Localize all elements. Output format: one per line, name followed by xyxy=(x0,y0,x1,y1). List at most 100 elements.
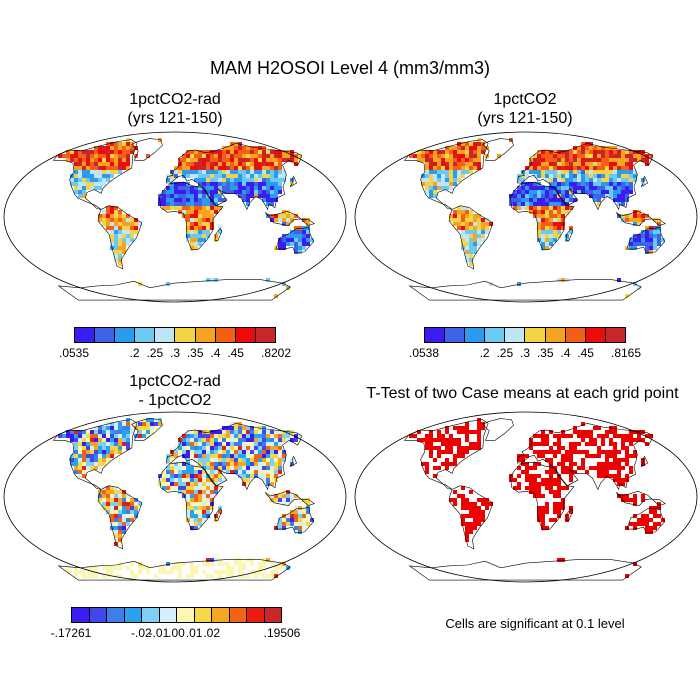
map-cell xyxy=(553,202,557,206)
map-cell xyxy=(114,206,118,210)
map-cell xyxy=(194,450,198,454)
map-cell xyxy=(465,258,469,262)
map-cell xyxy=(262,190,266,194)
map-cell xyxy=(74,466,78,470)
map-cell xyxy=(282,178,286,182)
map-cell xyxy=(437,150,441,154)
map-cell xyxy=(445,446,449,450)
map-cell xyxy=(429,158,433,162)
map-cell xyxy=(190,570,194,574)
map-cell xyxy=(621,158,625,162)
map-cell xyxy=(242,162,246,166)
map-cell xyxy=(98,466,102,470)
map-cell xyxy=(585,182,589,186)
map-panel-ttest xyxy=(354,411,698,583)
map-cell xyxy=(565,518,569,522)
map-cell xyxy=(609,178,613,182)
map-cell xyxy=(198,202,202,206)
map-cell xyxy=(202,562,206,566)
map-cell xyxy=(637,222,641,226)
map-cell xyxy=(194,446,198,450)
map-cell xyxy=(613,154,617,158)
coastline-australia xyxy=(275,507,315,534)
map-cell xyxy=(190,174,194,178)
map-cell xyxy=(282,242,286,246)
map-cell xyxy=(286,158,290,162)
map-cell xyxy=(270,198,274,202)
map-cell xyxy=(465,150,469,154)
map-cell xyxy=(118,250,122,254)
map-cell xyxy=(130,234,134,238)
map-cell xyxy=(242,174,246,178)
map-cell xyxy=(82,446,86,450)
map-cell xyxy=(214,238,218,242)
map-cell xyxy=(166,202,170,206)
map-cell xyxy=(158,566,162,570)
map-cell xyxy=(114,222,118,226)
map-cell xyxy=(621,154,625,158)
map-cell xyxy=(425,150,429,154)
map-cell xyxy=(214,486,218,490)
map-cell xyxy=(106,502,110,506)
map-cell xyxy=(282,214,286,218)
map-cell xyxy=(70,458,74,462)
map-cell xyxy=(222,450,226,454)
map-cell xyxy=(210,226,214,230)
map-cell xyxy=(78,454,82,458)
map-cell xyxy=(90,162,94,166)
map-cell xyxy=(250,190,254,194)
map-cell xyxy=(633,170,637,174)
map-cell xyxy=(170,466,174,470)
map-cell xyxy=(178,482,182,486)
map-cell xyxy=(294,230,298,234)
map-cell xyxy=(282,158,286,162)
map-cell xyxy=(537,222,541,226)
map-cell xyxy=(102,490,106,494)
map-cell xyxy=(178,490,182,494)
map-cell xyxy=(114,422,118,426)
map-cell xyxy=(234,446,238,450)
map-cell xyxy=(549,242,553,246)
map-cell xyxy=(222,158,226,162)
map-cell xyxy=(110,242,114,246)
map-cell xyxy=(557,442,561,446)
map-cell xyxy=(110,434,114,438)
map-cell xyxy=(198,458,202,462)
map-cell xyxy=(629,154,633,158)
map-cell xyxy=(106,574,110,578)
map-cell xyxy=(569,206,573,210)
map-cell xyxy=(569,470,573,474)
map-cell xyxy=(517,282,521,286)
map-cell xyxy=(190,514,194,518)
map-cell xyxy=(617,458,621,462)
map-cell xyxy=(613,454,617,458)
map-cell xyxy=(98,442,102,446)
map-cell xyxy=(86,462,90,466)
map-cell xyxy=(561,278,565,282)
map-cell xyxy=(549,470,553,474)
map-cell xyxy=(198,242,202,246)
map-cell xyxy=(230,154,234,158)
map-cell xyxy=(609,194,613,198)
map-cell xyxy=(449,498,453,502)
map-cell xyxy=(210,558,214,562)
map-cell xyxy=(202,238,206,242)
map-cell xyxy=(202,202,206,206)
map-cell xyxy=(286,234,290,238)
map-cell xyxy=(282,454,286,458)
map-cell xyxy=(274,430,278,434)
map-cell xyxy=(282,222,286,226)
map-cell xyxy=(429,170,433,174)
map-cell xyxy=(122,506,126,510)
map-cell xyxy=(238,166,242,170)
map-cell xyxy=(605,434,609,438)
map-cell xyxy=(178,158,182,162)
map-cell xyxy=(178,562,182,566)
map-cell xyxy=(274,166,278,170)
map-cell xyxy=(457,438,461,442)
map-cell xyxy=(90,566,94,570)
map-cell xyxy=(262,574,266,578)
map-cell xyxy=(258,190,262,194)
map-cell xyxy=(445,182,449,186)
map-cell xyxy=(190,246,194,250)
